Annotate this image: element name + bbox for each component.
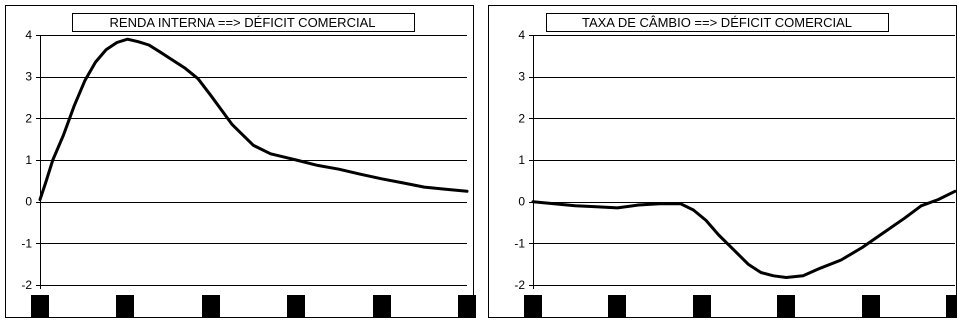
y-tick-label: 1 xyxy=(25,153,32,167)
y-tick-label: -2 xyxy=(21,278,32,292)
chart-title: RENDA INTERNA ==> DÉFICIT COMERCIAL xyxy=(110,15,376,30)
y-tick-label: -1 xyxy=(514,236,525,250)
x-axis-block xyxy=(524,295,542,318)
x-axis-block xyxy=(777,295,795,318)
y-tick-label: 4 xyxy=(518,28,525,42)
x-axis-block xyxy=(608,295,626,318)
y-tick-label: -2 xyxy=(514,278,525,292)
x-axis-block xyxy=(202,295,220,318)
x-axis-block xyxy=(693,295,711,318)
x-axis-block xyxy=(287,295,305,318)
x-axis-block xyxy=(458,295,476,318)
y-tick-label: 1 xyxy=(518,153,525,167)
chart-panel-1: 4 3 2 1 0 -1 -2 RENDA INTERNA ==> DÉFICIT COMER… xyxy=(6,6,477,319)
x-axis-block xyxy=(862,295,880,318)
chart-frame xyxy=(489,6,957,318)
y-tick-label: -1 xyxy=(21,236,32,250)
y-tick-label: 2 xyxy=(25,111,32,125)
y-tick-label: 3 xyxy=(25,70,32,84)
y-tick-label: 2 xyxy=(518,111,525,125)
chart-frame xyxy=(6,6,474,318)
y-tick-label: 4 xyxy=(25,28,32,42)
x-axis-block xyxy=(946,295,957,318)
chart-title: TAXA DE CÂMBIO ==> DÉFICIT COMERCIAL xyxy=(582,15,852,30)
x-axis-block xyxy=(373,295,391,318)
y-tick-label: 0 xyxy=(518,195,525,209)
chart-panel-2: 4 3 2 1 0 -1 -2 TAXA DE CÂMBIO ==> DÉFICIT COME… xyxy=(489,6,957,319)
x-axis-block xyxy=(116,295,134,318)
y-tick-label: 3 xyxy=(518,70,525,84)
y-tick-label: 0 xyxy=(25,195,32,209)
x-axis-block xyxy=(31,295,49,318)
